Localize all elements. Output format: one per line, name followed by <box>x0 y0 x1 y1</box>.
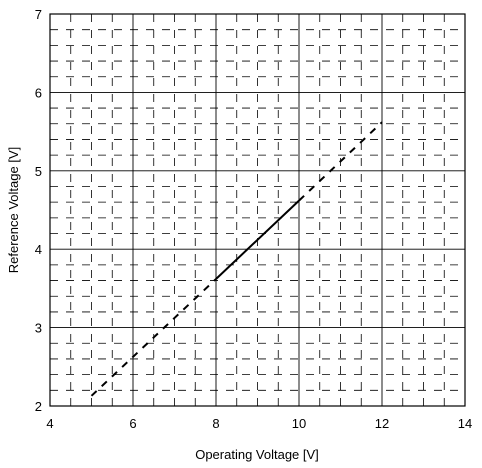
y-tick-label: 7 <box>35 7 42 22</box>
y-tick-label: 4 <box>35 242 42 257</box>
x-tick-labels: 4 6 8 10 12 14 <box>46 416 472 431</box>
x-tick-label: 12 <box>375 416 389 431</box>
y-tick-label: 3 <box>35 321 42 336</box>
x-tick-label: 8 <box>212 416 219 431</box>
series-line-dashed <box>298 121 383 202</box>
x-tick-label: 6 <box>129 416 136 431</box>
x-axis-label: Operating Voltage [V] <box>195 447 319 462</box>
y-tick-label: 2 <box>35 399 42 414</box>
y-tick-labels: 2 3 4 5 6 7 <box>35 7 42 414</box>
y-tick-label: 6 <box>35 85 42 100</box>
series-group <box>90 121 383 397</box>
x-tick-label: 14 <box>458 416 472 431</box>
grid <box>50 14 465 406</box>
x-tick-label: 10 <box>292 416 306 431</box>
plot-frame <box>49 13 466 407</box>
y-axis-label: Reference Voltage [V] <box>6 147 21 273</box>
series-line-dashed <box>90 278 217 397</box>
x-tick-label: 4 <box>46 416 53 431</box>
series-line-solid <box>215 199 300 280</box>
y-tick-label: 5 <box>35 164 42 179</box>
